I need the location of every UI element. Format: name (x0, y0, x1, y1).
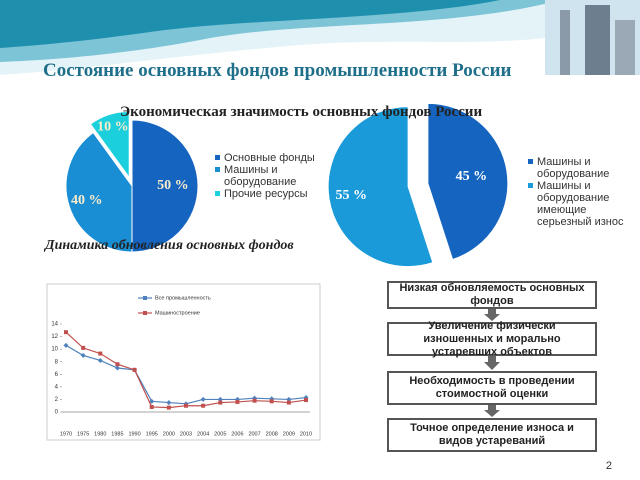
legend-entry: Прочие ресурсы (215, 188, 315, 200)
x-tick-label: 2000 (163, 431, 175, 437)
x-tick-label: 2005 (214, 431, 226, 437)
x-tick-label: 1975 (77, 431, 89, 437)
flow-node: Увеличение физически изношенных и мораль… (387, 320, 597, 358)
marker (166, 400, 172, 406)
marker (98, 351, 103, 356)
flow-arrows (484, 309, 500, 417)
legend: Основные фонды Машины и оборудование Прочи… (215, 152, 315, 200)
marker (132, 367, 137, 372)
x-tick-label: 1985 (111, 431, 123, 437)
y-tick-label: 2 (55, 397, 59, 403)
flow-node: Точное определение износа и видов устаре… (387, 418, 597, 452)
marker (149, 404, 154, 409)
marker (63, 342, 69, 348)
legend-marker (143, 296, 147, 300)
pie-slice (427, 102, 509, 261)
flow-node: Необходимость в проведении стоимостной о… (387, 371, 597, 405)
marker (81, 345, 86, 350)
legend-label: Прочие ресурсы (224, 188, 308, 200)
marker (114, 365, 120, 371)
legend: Машины и оборудование Машины и оборудован… (528, 156, 628, 228)
y-tick-label: 14 (51, 322, 58, 328)
legend-entry: Машины и оборудование (215, 164, 315, 188)
y-tick-label: 12 (51, 334, 58, 340)
marker (97, 357, 103, 363)
legend-label: Машины и оборудование (224, 164, 297, 188)
header-photo (560, 10, 570, 75)
x-tick-label: 2004 (197, 431, 209, 437)
y-tick-label: 6 (55, 372, 59, 378)
pie-slice (327, 106, 434, 267)
marker (115, 362, 120, 367)
marker (149, 398, 155, 404)
flow-node: Низкая обновляемость основных фондов (387, 281, 597, 309)
data-label: 45 % (456, 169, 488, 184)
legend-label: Основные фонды (224, 152, 315, 164)
y-tick-label: 0 (55, 410, 59, 416)
marker (235, 399, 240, 404)
marker (200, 396, 206, 402)
page-number: 2 (605, 460, 612, 472)
header-wave (0, 0, 500, 48)
arrow (484, 405, 500, 417)
line-chart-frame (46, 283, 321, 441)
marker (304, 398, 308, 403)
legend-label: Все промышленность (155, 295, 211, 301)
legend-entry: Машины и оборудование (528, 156, 628, 180)
legend-swatch (215, 155, 220, 160)
data-label: 40 % (71, 193, 103, 208)
y-tick-label: 8 (55, 359, 59, 365)
legend-label: Машины и оборудование (537, 156, 610, 180)
legend-swatch (528, 183, 533, 188)
data-label: 10 % (97, 119, 129, 134)
legend-label: Машины и оборудование имеющие серьезный … (537, 180, 624, 228)
pie-slice (65, 131, 133, 253)
x-tick-label: 2007 (248, 431, 260, 437)
x-tick-label: 2009 (283, 431, 295, 437)
x-tick-label: 1980 (94, 431, 106, 437)
marker (64, 330, 68, 335)
legend-entry: Основные фонды (215, 152, 315, 164)
legend-swatch (528, 159, 533, 164)
legend-swatch (215, 191, 220, 196)
header-photo (585, 5, 610, 75)
x-tick-label: 2003 (180, 431, 192, 437)
marker (218, 400, 223, 405)
data-label: 55 % (335, 188, 367, 203)
x-tick-label: 2010 (300, 431, 312, 437)
x-tick-label: 1970 (60, 431, 72, 437)
y-tick-label: 4 (55, 384, 59, 390)
marker (286, 400, 291, 405)
legend-label: Машиностроение (155, 310, 200, 316)
pie-slice (89, 110, 130, 179)
data-label: 50 % (157, 178, 189, 193)
arrow (484, 309, 500, 321)
x-tick-label: 1995 (146, 431, 158, 437)
marker (252, 398, 257, 403)
legend-swatch (215, 167, 220, 172)
arrow (484, 356, 500, 370)
marker (80, 352, 86, 358)
section-title: Динамика обновления основных фондов (45, 238, 294, 253)
slide-title: Состояние основных фондов промышленности… (43, 60, 512, 81)
header-photo (615, 20, 635, 75)
subtitle: Экономическая значимость основных фондов… (120, 104, 483, 120)
x-tick-label: 2008 (266, 431, 278, 437)
x-tick-label: 1990 (128, 431, 140, 437)
legend-marker (143, 311, 147, 315)
y-tick-label: 10 (51, 347, 58, 353)
legend-entry: Машины и оборудование имеющие серьезный … (528, 180, 628, 228)
marker (166, 405, 171, 410)
x-tick-label: 2006 (231, 431, 243, 437)
marker (269, 399, 274, 404)
marker (184, 403, 188, 408)
pie-slice (131, 119, 199, 253)
marker (201, 403, 206, 408)
